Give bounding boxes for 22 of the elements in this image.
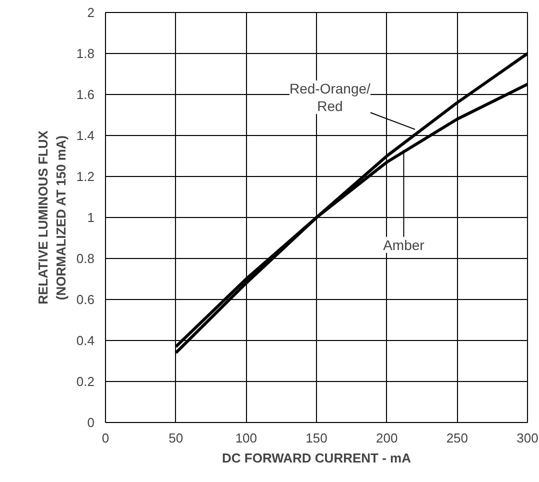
y-tick-label: 0.4 [76, 333, 95, 348]
x-tick-label: 50 [168, 430, 184, 446]
y-tick-label: 1.6 [76, 87, 95, 102]
y-tick-label: 1.4 [76, 128, 95, 143]
y-tick-label: 0.8 [76, 251, 95, 266]
y-tick-label: 1.8 [76, 46, 95, 61]
x-tick-label: 150 [306, 430, 328, 446]
y-tick-label: 1 [87, 210, 95, 225]
x-tick-label: 300 [516, 430, 538, 446]
annotation: Red-Orange/ Red [290, 80, 371, 114]
x-tick-label: 200 [376, 430, 398, 446]
x-axis-title: DC FORWARD CURRENT - mA [222, 450, 412, 466]
y-tick-label: 0.2 [76, 374, 95, 389]
y-tick-label: 0 [87, 415, 95, 430]
annotation: Amber [383, 236, 425, 253]
x-tick-label: 0 [102, 430, 110, 446]
y-tick-label: 1.2 [76, 169, 95, 184]
y-tick-label: 2 [87, 5, 95, 20]
y-axis-title: RELATIVE LUMINOUS FLUX (NORMALIZED AT 150 mA) [35, 130, 68, 304]
x-tick-label: 100 [235, 430, 258, 446]
x-tick-label: 250 [446, 430, 468, 446]
y-tick-label: 0.6 [76, 292, 95, 307]
